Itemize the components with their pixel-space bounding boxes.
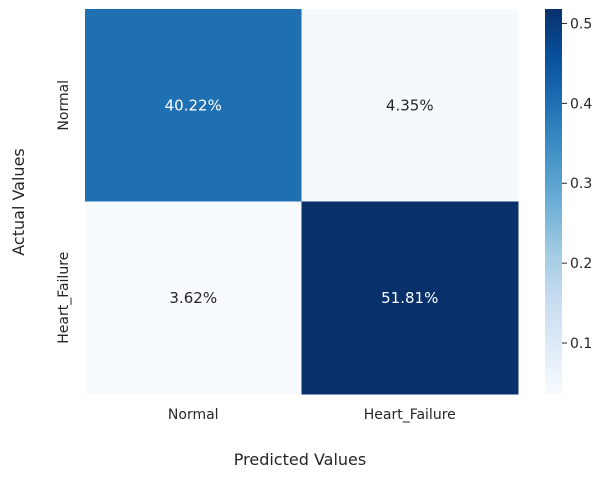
colorbar: 0.1 0.2 0.3 0.4 0.5: [545, 9, 592, 394]
cell-label-r0-c1: 4.35%: [386, 96, 434, 114]
heatmap-cell-r1-c0: [85, 201, 302, 395]
colorbar-tick-label: 0.1: [570, 336, 592, 352]
y-tick-label: Normal: [56, 80, 72, 131]
cell-label-r0-c0: 40.22%: [165, 96, 222, 114]
heatmap-cell-labels: 40.22% 4.35% 3.62% 51.81%: [165, 96, 439, 307]
heatmap-cell-r1-c1: [301, 201, 519, 395]
colorbar-tick-label: 0.3: [570, 176, 592, 192]
colorbar-tick-label: 0.4: [570, 96, 592, 112]
colorbar-tick-label: 0.5: [570, 16, 592, 32]
cell-label-r1-c1: 51.81%: [381, 289, 438, 307]
colorbar-tick-label: 0.2: [570, 256, 592, 272]
colorbar-gradient: [545, 9, 562, 394]
heatmap-cell-r0-c1: [301, 9, 519, 202]
x-tick-label: Normal: [168, 407, 219, 423]
y-axis-label: Actual Values: [9, 148, 28, 255]
y-axis-ticks: Normal Heart_Failure: [56, 80, 72, 344]
cell-label-r1-c0: 3.62%: [169, 289, 217, 307]
x-axis-ticks: Normal Heart_Failure: [168, 407, 456, 423]
y-tick-label: Heart_Failure: [56, 252, 72, 344]
heatmap-cell-r0-c0: [85, 9, 302, 202]
heatmap-cells: [85, 9, 519, 395]
x-axis-label: Predicted Values: [234, 450, 366, 469]
x-tick-label: Heart_Failure: [364, 407, 456, 423]
